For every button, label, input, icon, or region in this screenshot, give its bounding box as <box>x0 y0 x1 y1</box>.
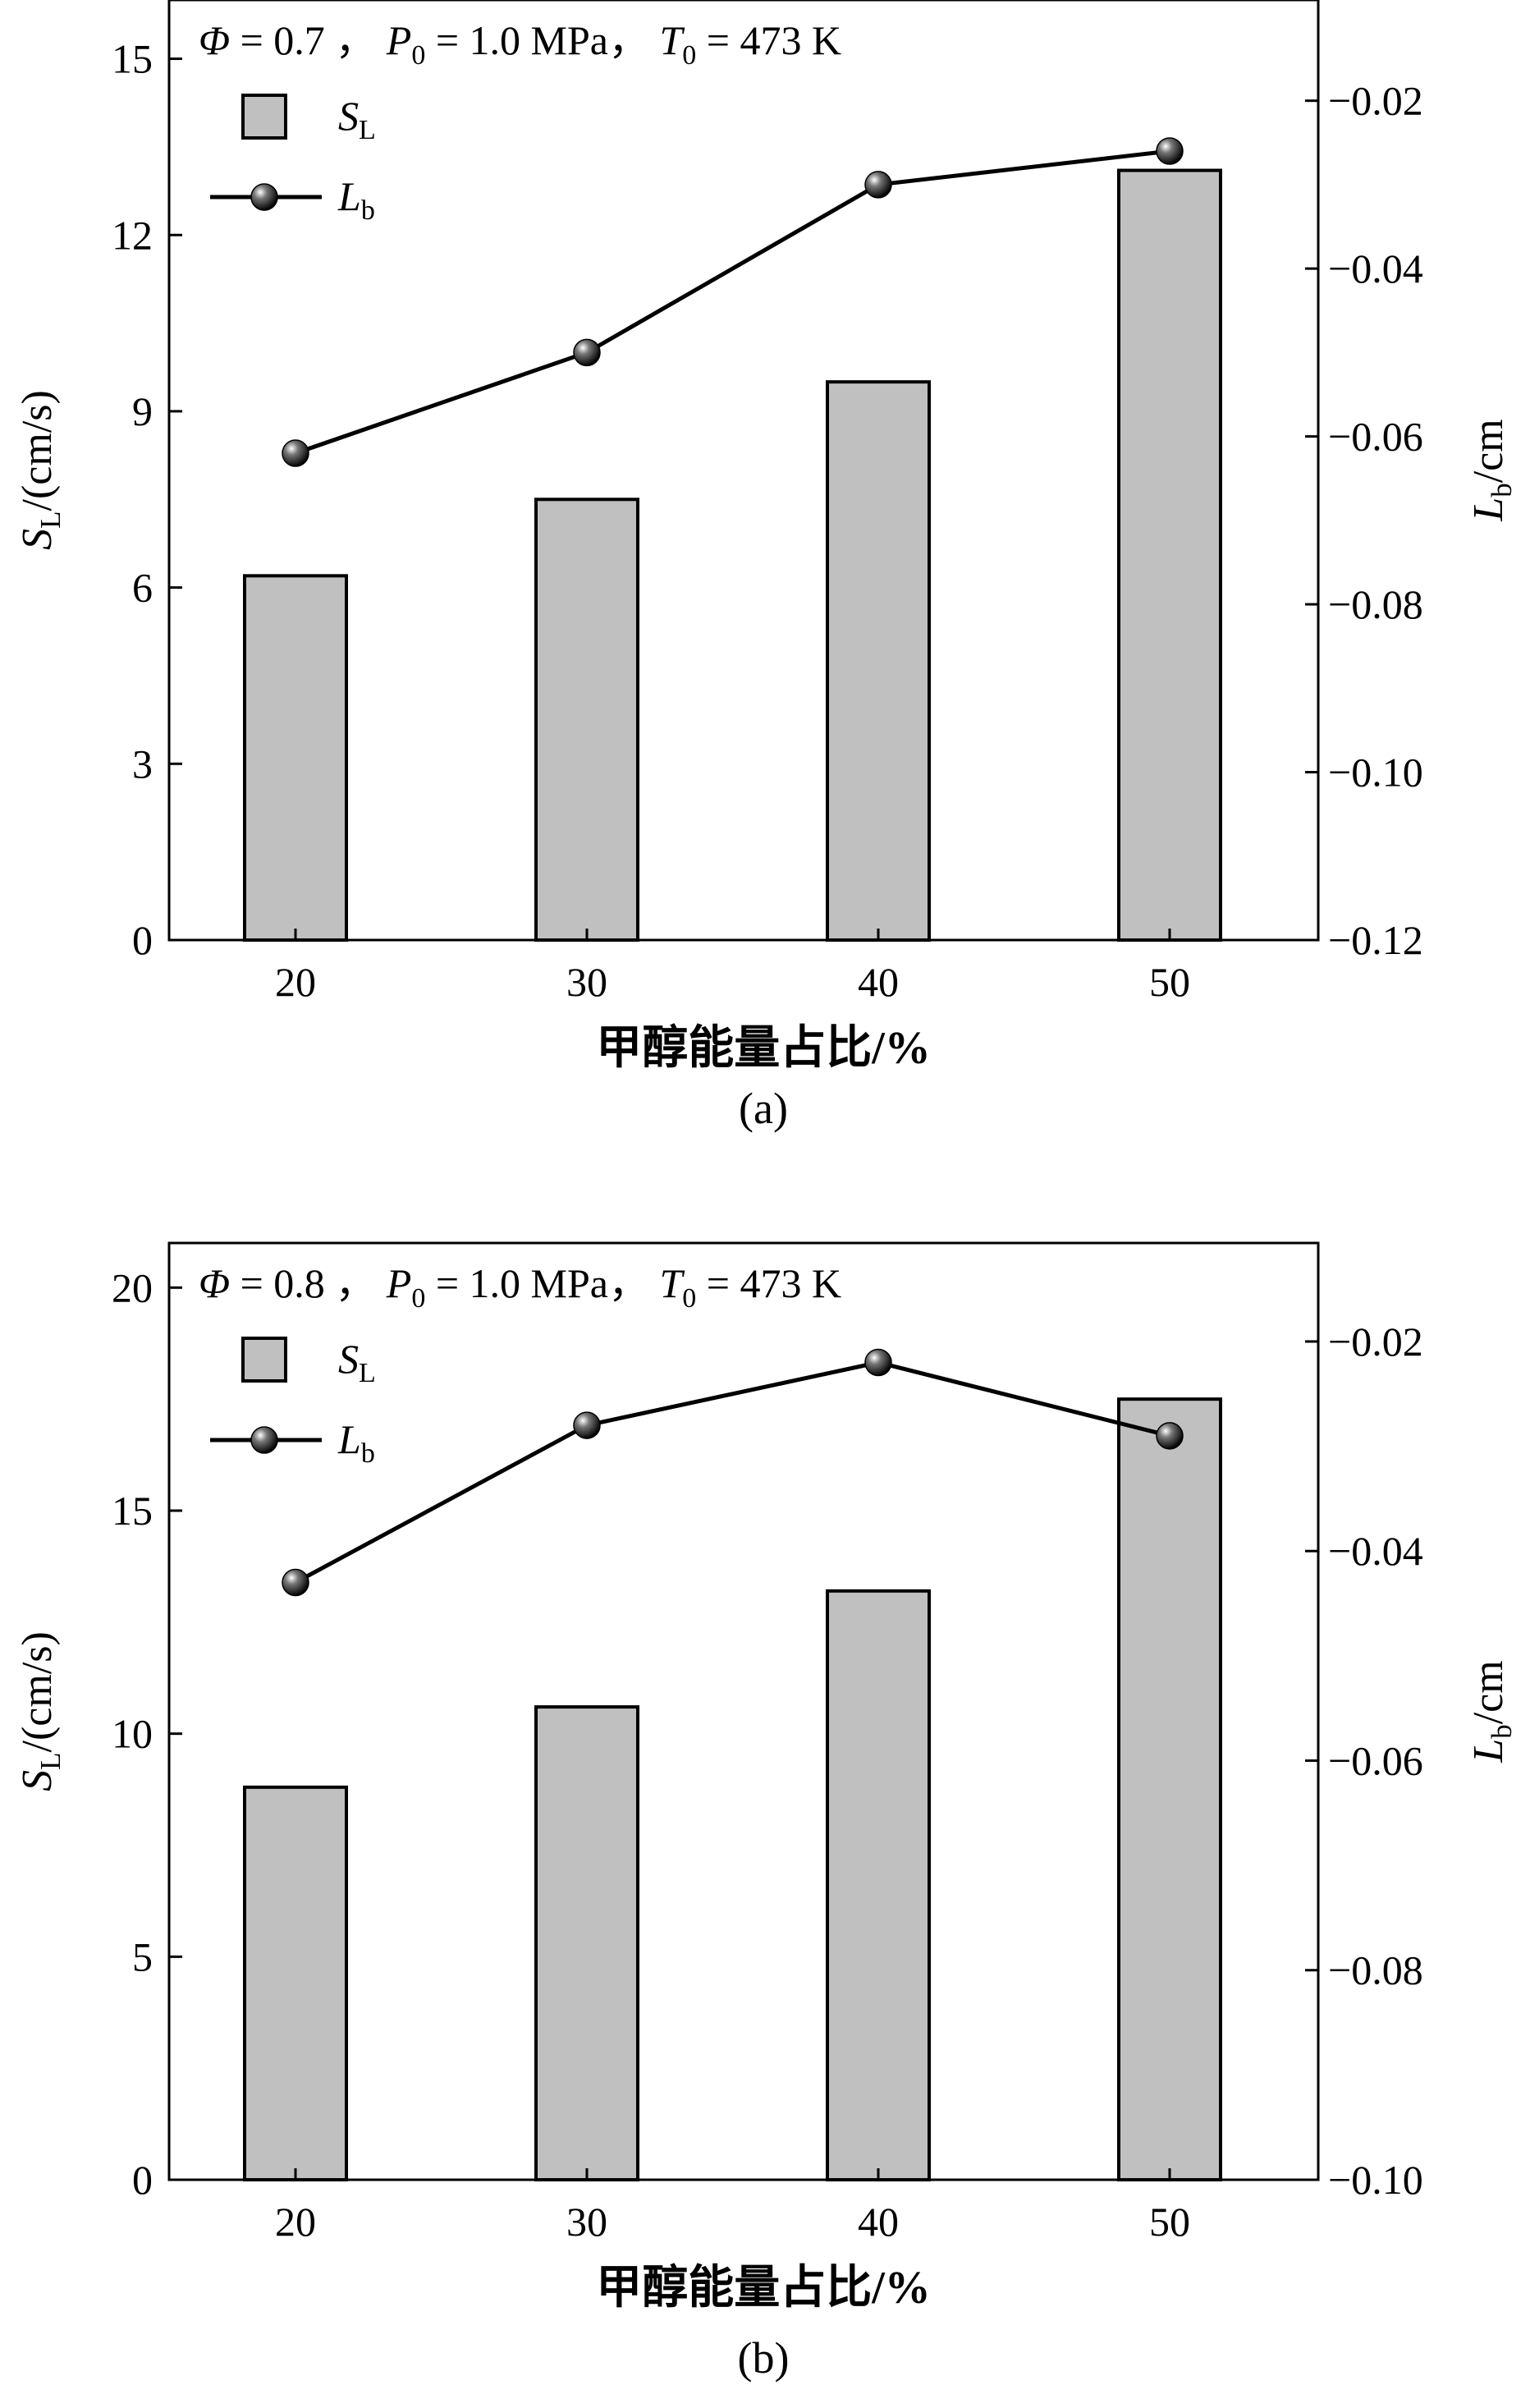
bar-sl-40 <box>826 380 931 942</box>
legend-bar-swatch <box>241 94 287 140</box>
right-tick-label: −0.06 <box>1328 1737 1423 1783</box>
left-tick-label: 20 <box>112 1264 153 1310</box>
left-tick-label: 9 <box>132 388 153 434</box>
x-tick-label: 50 <box>1149 959 1190 1005</box>
left-tick-label: 3 <box>132 741 153 787</box>
legend: SL Lb <box>210 93 376 226</box>
lb-line <box>294 1360 1170 1585</box>
left-y-axis-label: SL/(cm/s) <box>14 390 66 550</box>
panel-label: (a) <box>739 1084 788 1133</box>
legend-label-sl: SL <box>338 1336 376 1388</box>
right-tick-label: −0.04 <box>1328 245 1423 291</box>
right-tick-label: −0.10 <box>1328 750 1423 796</box>
legend-label-lb: Lb <box>337 173 375 226</box>
lb-point-50 <box>1156 1422 1184 1450</box>
x-tick-label: 30 <box>566 959 607 1005</box>
legend-label-lb: Lb <box>337 1416 375 1469</box>
lb-point-40 <box>864 171 892 199</box>
left-tick-label: 6 <box>132 565 153 611</box>
left-tick-label: 10 <box>112 1711 153 1757</box>
left-tick-label: 5 <box>132 1933 153 1979</box>
legend-label-sl: SL <box>338 93 376 145</box>
right-tick-label: −0.10 <box>1328 2157 1423 2203</box>
condition-text: Φ = 0.7 ， P0 = 1.0 MPa， T0 = 473 K <box>199 17 841 71</box>
right-y-axis-label: Lb/cm <box>1465 1660 1518 1763</box>
left-tick-label: 12 <box>112 212 153 258</box>
bar-sl-50 <box>1117 168 1222 942</box>
plot-frame <box>167 0 1320 942</box>
lb-point-20 <box>282 1568 309 1597</box>
right-tick-label: −0.02 <box>1328 78 1423 124</box>
legend-point-swatch <box>250 1426 278 1454</box>
lb-point-20 <box>282 439 309 467</box>
x-tick-label: 50 <box>1149 2199 1190 2245</box>
lb-point-50 <box>1156 137 1184 165</box>
bar-sl-30 <box>534 498 639 942</box>
left-tick-label: 0 <box>132 917 153 963</box>
right-tick-label: −0.12 <box>1328 917 1423 963</box>
lb-point-40 <box>864 1348 892 1377</box>
x-tick-label: 30 <box>566 2199 607 2245</box>
x-tick-label: 20 <box>275 959 316 1005</box>
bar-sl-20 <box>243 1785 348 2182</box>
bar-sl-40 <box>826 1589 931 2182</box>
chart-panel-b: 0 5 10 15 20 −0.10 −0.08 −0.06 −0.04 −0.02 20 30 40 5… <box>14 1241 1518 2383</box>
right-tick-label: −0.08 <box>1328 581 1423 627</box>
x-tick-label: 20 <box>275 2199 316 2245</box>
plot-frame <box>167 1241 1320 2181</box>
lb-point-30 <box>573 338 601 367</box>
panel-label: (b) <box>738 2333 790 2383</box>
right-y-axis-label: Lb/cm <box>1465 419 1518 521</box>
right-tick-label: −0.08 <box>1328 1947 1423 1993</box>
right-tick-label: −0.02 <box>1328 1319 1423 1365</box>
right-tick-label: −0.04 <box>1328 1528 1423 1574</box>
right-tick-label: −0.06 <box>1328 414 1423 460</box>
x-axis-label: 甲醇能量占比/% <box>596 2263 931 2314</box>
left-tick-label: 0 <box>132 2157 153 2203</box>
left-y-axis-label: SL/(cm/s) <box>14 1631 66 1791</box>
left-tick-label: 15 <box>112 36 153 82</box>
bar-sl-50 <box>1117 1397 1222 2181</box>
condition-text: Φ = 0.8 ， P0 = 1.0 MPa， T0 = 473 K <box>199 1260 841 1314</box>
x-axis-label: 甲醇能量占比/% <box>596 1023 931 1074</box>
legend-point-swatch <box>250 183 278 211</box>
legend-bar-swatch <box>241 1337 287 1383</box>
legend: SL Lb <box>210 1336 376 1469</box>
lb-line <box>295 149 1170 456</box>
lb-point-30 <box>573 1411 601 1439</box>
x-tick-label: 40 <box>858 2199 899 2245</box>
bar-sl-20 <box>243 574 348 942</box>
x-tick-label: 40 <box>858 959 899 1005</box>
bar-sl-30 <box>534 1705 639 2181</box>
left-tick-label: 15 <box>112 1488 153 1534</box>
chart-panel-a: 0 3 6 9 12 15 −0.12 −0.10 −0.08 −0.06 −0.04 −0.02 20… <box>14 0 1518 1133</box>
